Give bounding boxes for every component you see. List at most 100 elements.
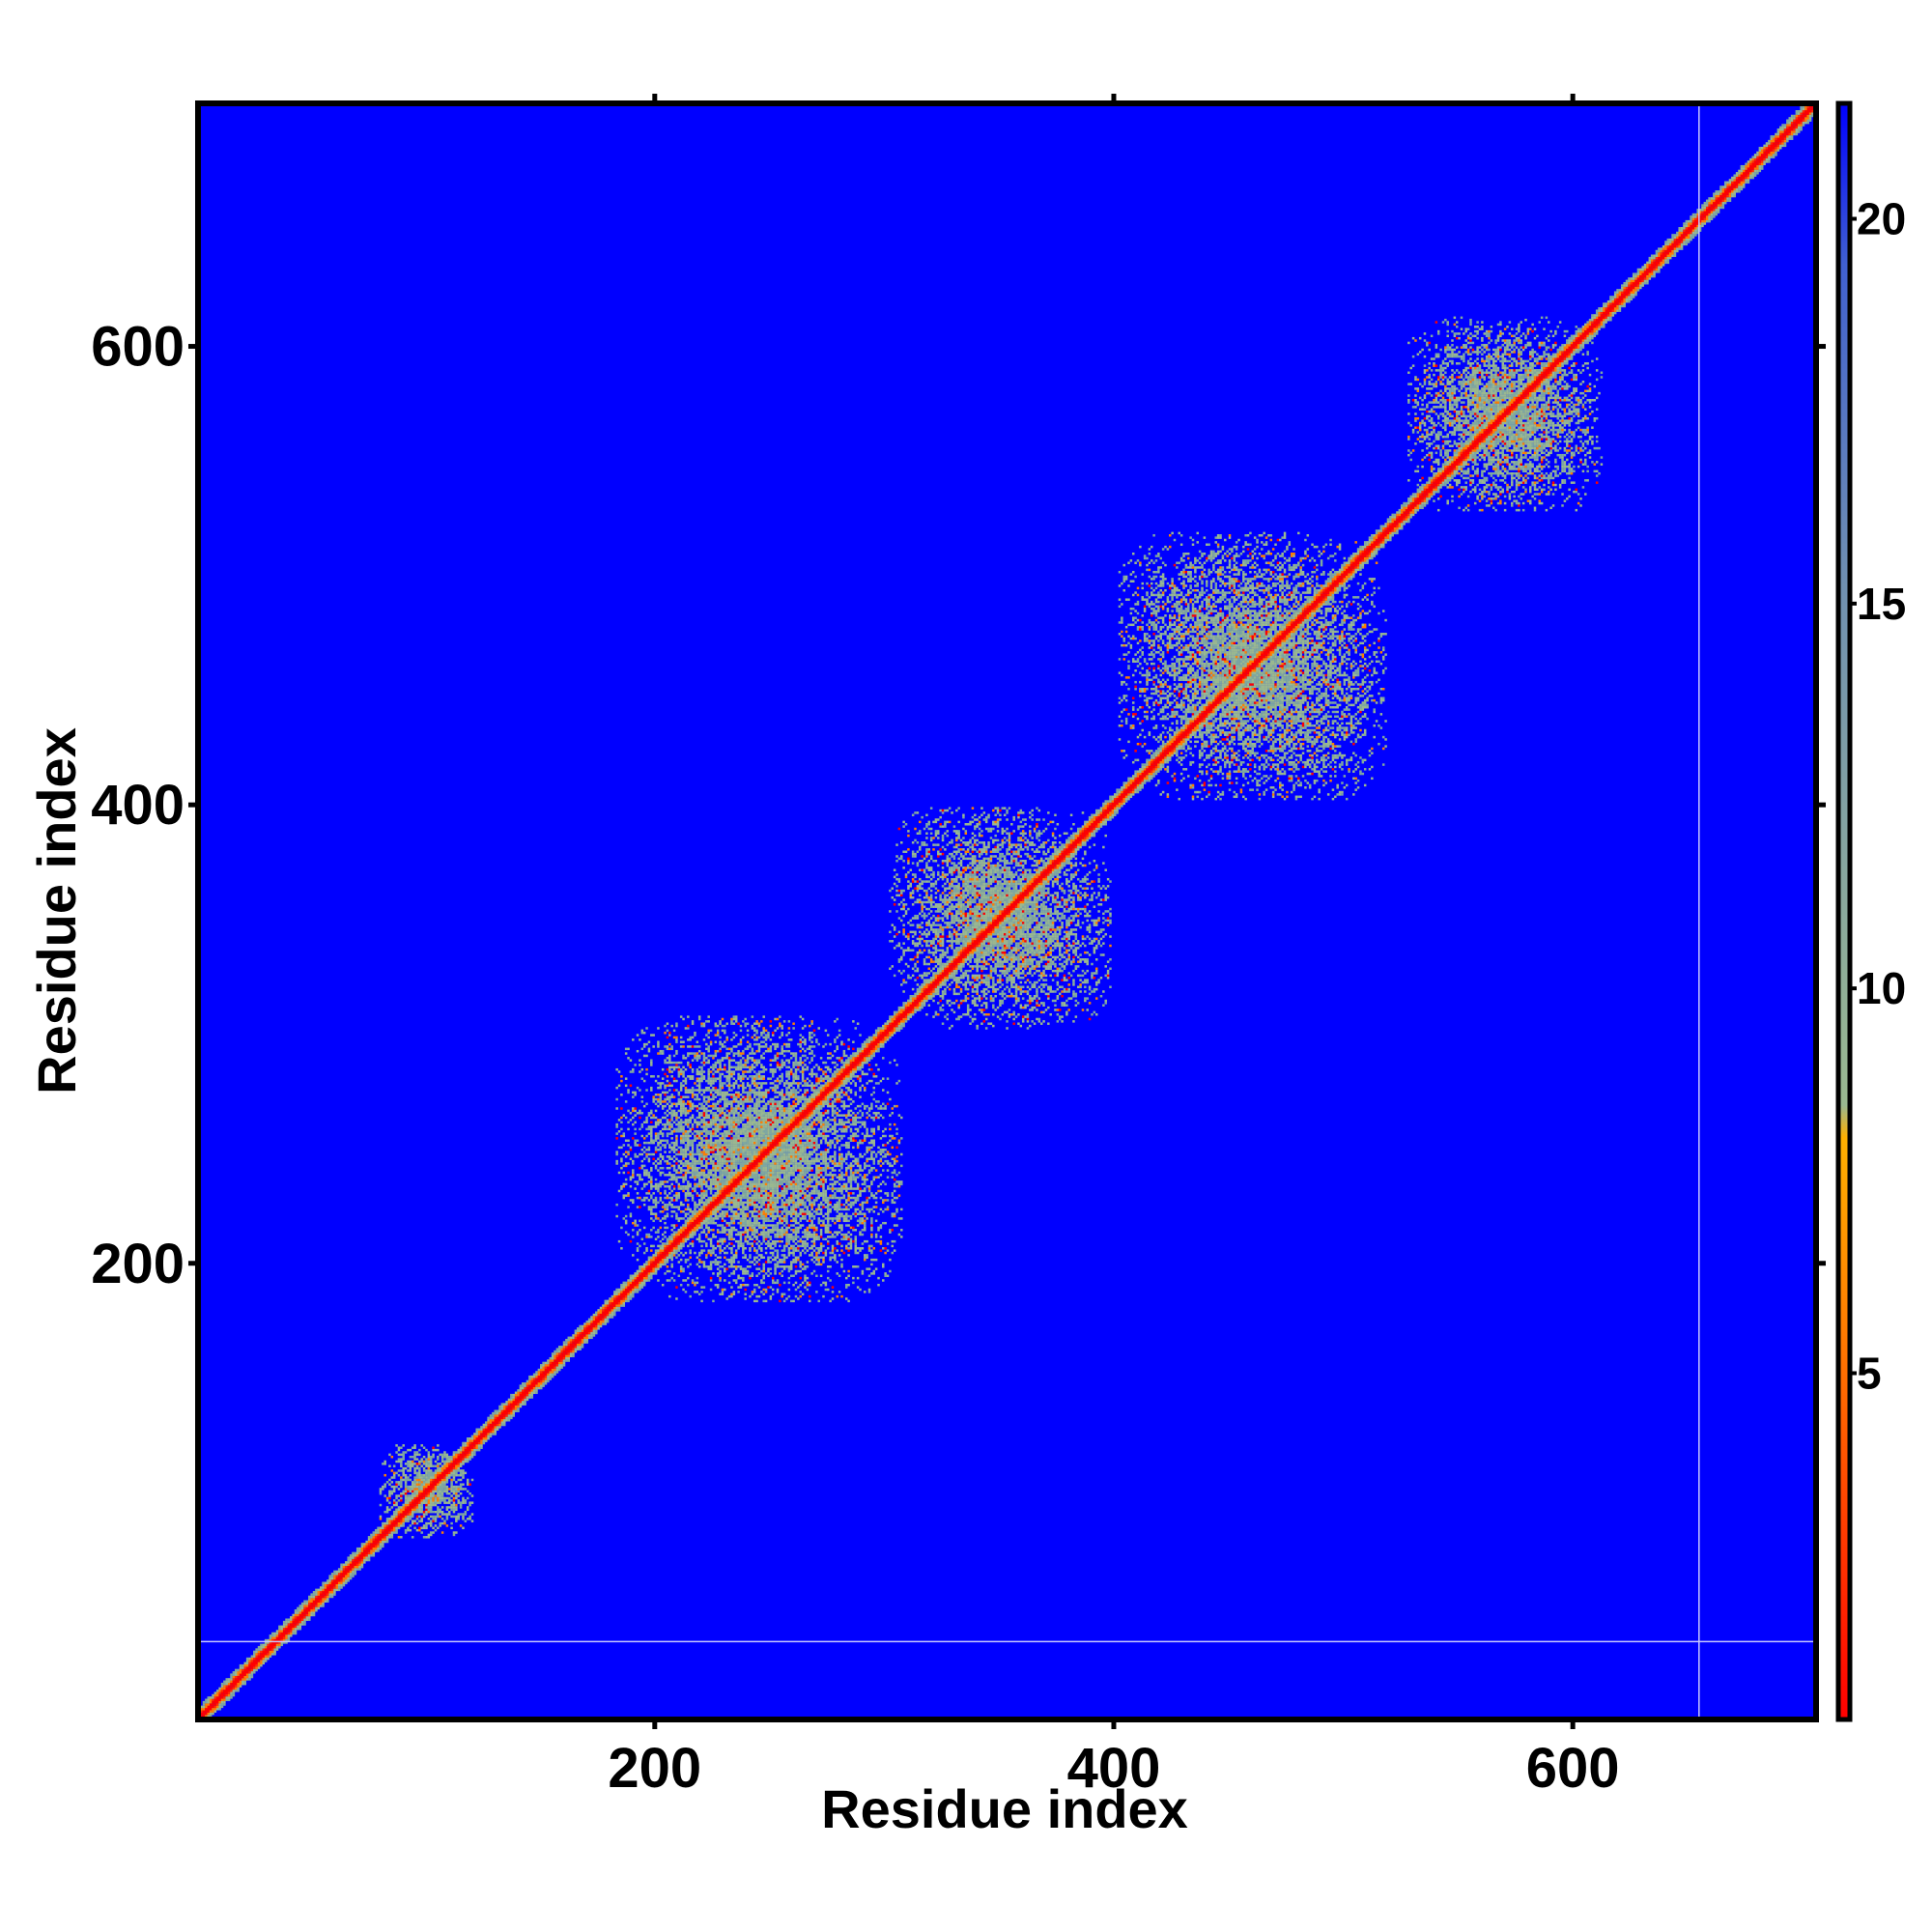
heatmap-cell xyxy=(696,1121,699,1124)
heatmap-cell xyxy=(776,1279,780,1282)
heatmap-cell xyxy=(789,1236,793,1238)
heatmap-cell xyxy=(420,1506,423,1509)
heatmap-cell xyxy=(418,1528,421,1532)
heatmap-cell xyxy=(781,1226,783,1230)
heatmap-cell xyxy=(861,1176,865,1179)
heatmap-cell xyxy=(390,1492,394,1495)
heatmap-cell xyxy=(719,1293,722,1295)
heatmap-cell xyxy=(716,1130,720,1133)
heatmap-cell xyxy=(413,1526,416,1530)
heatmap-cell xyxy=(794,1226,798,1230)
heatmap-cell xyxy=(707,1072,710,1076)
heatmap-cell xyxy=(624,1182,628,1186)
heatmap-cell xyxy=(645,1192,648,1195)
heatmap-cell xyxy=(751,1242,754,1245)
heatmap-cell xyxy=(657,1217,660,1220)
heatmap-cell xyxy=(900,1182,903,1186)
heatmap-cell xyxy=(700,1199,703,1202)
heatmap-cell xyxy=(714,1152,718,1156)
heatmap-cell xyxy=(893,1214,896,1218)
heatmap-cell xyxy=(762,1239,765,1243)
heatmap-cell xyxy=(434,1494,438,1497)
heatmap-cell xyxy=(732,1221,736,1225)
heatmap-cell xyxy=(719,1162,722,1165)
heatmap-cell xyxy=(764,1288,768,1292)
heatmap-cell xyxy=(687,1265,690,1268)
heatmap-cell xyxy=(781,1269,783,1273)
heatmap-cell xyxy=(392,1503,396,1507)
heatmap-cell xyxy=(620,1187,623,1190)
heatmap-cell xyxy=(672,1155,676,1158)
heatmap-cell xyxy=(870,1224,873,1227)
heatmap-cell xyxy=(895,1174,898,1177)
heatmap-cell xyxy=(771,1201,775,1205)
heatmap-cell xyxy=(634,1180,637,1183)
heatmap-cell xyxy=(781,1258,783,1262)
heatmap-cell xyxy=(664,1125,667,1128)
heatmap-cell xyxy=(700,1075,703,1078)
heatmap-cell xyxy=(742,1089,745,1092)
heatmap-cell xyxy=(636,1258,639,1262)
heatmap-cell xyxy=(834,1169,837,1172)
heatmap-cell xyxy=(840,1249,843,1252)
heatmap-cell xyxy=(845,1236,848,1238)
heatmap-cell xyxy=(776,1171,780,1175)
heatmap-cell xyxy=(432,1446,435,1449)
heatmap-cell xyxy=(700,1178,703,1181)
heatmap-cell xyxy=(861,1203,865,1207)
heatmap-cell xyxy=(709,1151,713,1153)
heatmap-cell xyxy=(737,1102,740,1106)
heatmap-cell xyxy=(864,1178,867,1181)
heatmap-cell xyxy=(776,1201,780,1205)
heatmap-cell xyxy=(684,1192,688,1195)
heatmap-cell xyxy=(719,1171,722,1175)
heatmap-cell xyxy=(721,1029,724,1033)
heatmap-cell xyxy=(666,1162,669,1165)
heatmap-cell xyxy=(457,1478,460,1482)
heatmap-cell xyxy=(755,1237,758,1241)
heatmap-cell xyxy=(709,1148,713,1151)
heatmap-cell xyxy=(812,1199,816,1202)
heatmap-cell xyxy=(870,1180,873,1183)
heatmap-cell xyxy=(779,1229,781,1232)
heatmap-cell xyxy=(697,1265,701,1268)
heatmap-cell xyxy=(459,1501,463,1504)
heatmap-cell xyxy=(687,1187,690,1190)
heatmap-cell xyxy=(425,1503,428,1507)
heatmap-cell xyxy=(689,1171,692,1175)
heatmap-cell xyxy=(679,1061,683,1065)
heatmap-cell xyxy=(664,1112,667,1115)
heatmap-cell xyxy=(806,1210,810,1213)
heatmap-cell xyxy=(696,1097,699,1101)
heatmap-cell xyxy=(691,1070,695,1073)
heatmap-cell xyxy=(737,1265,740,1268)
heatmap-cell xyxy=(691,1148,695,1151)
heatmap-cell xyxy=(679,1251,683,1255)
heatmap-cell xyxy=(657,1086,660,1090)
heatmap-cell xyxy=(734,1127,738,1131)
heatmap-cell xyxy=(624,1178,628,1181)
heatmap-cell xyxy=(879,1249,883,1252)
heatmap-cell xyxy=(854,1199,857,1202)
heatmap-cell xyxy=(694,1171,696,1175)
heatmap-cell xyxy=(629,1239,633,1243)
heatmap-cell xyxy=(645,1249,648,1252)
heatmap-cell xyxy=(679,1166,683,1170)
heatmap-cell xyxy=(622,1182,626,1186)
heatmap-cell xyxy=(877,1176,880,1179)
heatmap-cell xyxy=(719,1212,722,1215)
heatmap-cell xyxy=(645,1119,648,1122)
heatmap-cell xyxy=(866,1201,868,1205)
heatmap-cell xyxy=(751,1210,754,1213)
heatmap-cell xyxy=(845,1208,848,1211)
heatmap-cell xyxy=(709,1254,713,1257)
heatmap-cell xyxy=(615,1151,618,1153)
heatmap-cell xyxy=(815,1237,818,1241)
heatmap-cell xyxy=(427,1506,431,1509)
heatmap-cell xyxy=(785,1174,788,1177)
heatmap-cell xyxy=(744,1070,747,1073)
heatmap-cell xyxy=(409,1518,412,1520)
heatmap-cell xyxy=(804,1276,807,1280)
heatmap-cell xyxy=(707,1036,710,1039)
heatmap-cell xyxy=(769,1267,773,1270)
